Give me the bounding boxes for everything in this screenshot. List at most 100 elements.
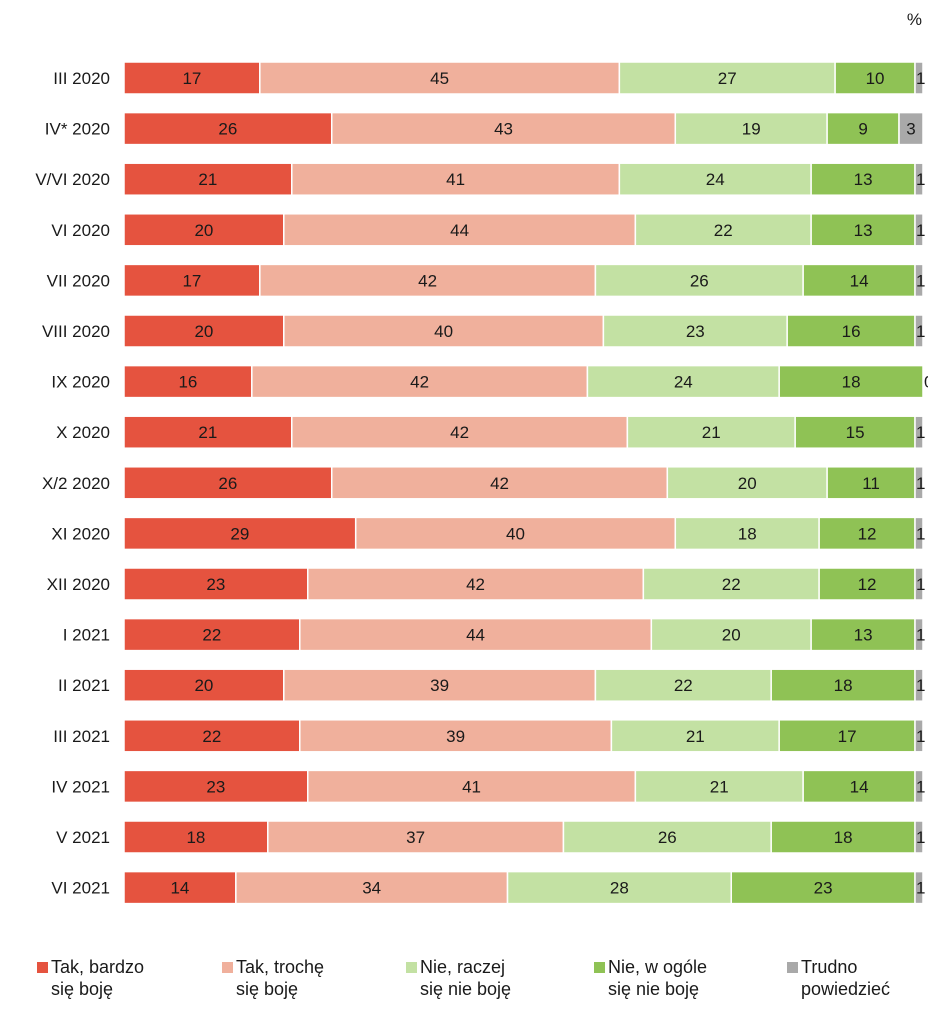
bar-segment-nie-w-ogole bbox=[810, 617, 916, 652]
bar-segment-nie-raczej bbox=[594, 263, 804, 298]
data-label: 23 bbox=[686, 322, 705, 341]
category-label: X/2 2020 bbox=[42, 474, 110, 493]
bar-segment-tak-troche bbox=[330, 466, 669, 500]
legend-label-line1: Nie, w ogóle bbox=[608, 957, 708, 977]
data-label: 1 bbox=[916, 524, 925, 543]
bar-segment-trudno bbox=[914, 162, 924, 196]
category-label: V 2021 bbox=[56, 828, 110, 847]
data-label: 24 bbox=[706, 170, 725, 189]
bar-segment-tak-bardzo bbox=[123, 769, 309, 804]
bar-segment-tak-bardzo bbox=[123, 213, 285, 247]
data-label: 24 bbox=[674, 373, 693, 392]
bar-segment-nie-w-ogole bbox=[778, 719, 916, 753]
data-label: 1 bbox=[916, 271, 925, 290]
bar-segment-trudno bbox=[914, 719, 924, 753]
bar-segment-nie-w-ogole bbox=[818, 567, 916, 601]
bar-segment-trudno bbox=[914, 415, 924, 449]
data-label: 26 bbox=[218, 120, 237, 139]
data-label: 42 bbox=[418, 271, 437, 290]
legend-label-line2: powiedzieć bbox=[801, 979, 891, 999]
bar-segment-trudno bbox=[914, 820, 924, 854]
category-label: X 2020 bbox=[56, 423, 110, 442]
data-label: 20 bbox=[194, 322, 213, 341]
data-label: 40 bbox=[434, 322, 453, 341]
bar-segment-tak-bardzo bbox=[123, 516, 357, 551]
data-label: 42 bbox=[410, 373, 429, 392]
data-label: 16 bbox=[842, 322, 861, 341]
data-label: 39 bbox=[430, 676, 449, 695]
category-label: II 2021 bbox=[58, 676, 110, 695]
data-label: 26 bbox=[690, 271, 709, 290]
bar-segment-tak-troche bbox=[267, 820, 565, 854]
bar-segment-trudno bbox=[914, 466, 924, 500]
data-label: 20 bbox=[194, 221, 213, 240]
legend-label-line1: Trudno bbox=[801, 957, 858, 977]
data-label: 12 bbox=[858, 524, 877, 543]
data-label: 14 bbox=[850, 271, 869, 290]
bar-segment-tak-bardzo bbox=[123, 466, 333, 500]
bar-segment-tak-bardzo bbox=[123, 364, 253, 399]
data-label: 1 bbox=[916, 474, 925, 493]
bar-segment-tak-troche bbox=[259, 61, 621, 95]
bar-segment-tak-bardzo bbox=[123, 719, 301, 753]
data-label: 22 bbox=[674, 676, 693, 695]
data-label: 22 bbox=[202, 626, 221, 645]
data-label: 0 bbox=[924, 373, 928, 392]
bar-segment-nie-w-ogole bbox=[730, 870, 916, 905]
data-label: 43 bbox=[494, 120, 513, 139]
data-label: 44 bbox=[466, 626, 485, 645]
bar-segment-trudno bbox=[914, 567, 924, 601]
bar-segment-trudno bbox=[898, 111, 924, 146]
data-label: 11 bbox=[862, 474, 880, 493]
data-label: 3 bbox=[906, 120, 915, 139]
data-label: 22 bbox=[722, 575, 741, 594]
bar-segment-tak-bardzo bbox=[123, 263, 261, 298]
data-label: 1 bbox=[916, 777, 925, 796]
data-label: 37 bbox=[406, 828, 425, 847]
legend-label-line2: się nie boję bbox=[420, 979, 512, 999]
data-label: 21 bbox=[198, 170, 217, 189]
bar-segment-nie-raczej bbox=[610, 719, 780, 753]
legend-swatch bbox=[222, 962, 233, 973]
bar-segment-nie-raczej bbox=[602, 314, 788, 348]
bar-segment-nie-w-ogole bbox=[770, 820, 916, 854]
data-label: 22 bbox=[202, 727, 221, 746]
bar-segment-tak-troche bbox=[259, 263, 597, 298]
bar-segment-nie-raczej bbox=[634, 213, 812, 247]
legend: Tak, bardzo się boję Tak, trochę się boj… bbox=[0, 956, 928, 1028]
legend-swatch bbox=[594, 962, 605, 973]
data-label: 18 bbox=[738, 524, 757, 543]
bar-segment-nie-w-ogole bbox=[826, 111, 900, 146]
bar-segment-tak-troche bbox=[283, 314, 605, 348]
bar-segment-tak-troche bbox=[330, 111, 677, 146]
bar-segment-nie-raczej bbox=[626, 415, 796, 449]
data-label: 21 bbox=[702, 423, 721, 442]
data-label: 17 bbox=[182, 271, 201, 290]
legend-label-line1: Tak, trochę bbox=[236, 957, 325, 977]
legend-swatch bbox=[406, 962, 417, 973]
bar-segment-tak-bardzo bbox=[123, 668, 285, 702]
data-label: 26 bbox=[218, 474, 237, 493]
data-label: 18 bbox=[834, 676, 853, 695]
bar-segment-nie-raczej bbox=[594, 668, 772, 702]
data-label: 1 bbox=[916, 69, 925, 88]
bar-segment-nie-raczej bbox=[674, 516, 820, 551]
data-label: 1 bbox=[916, 575, 925, 594]
category-label: VII 2020 bbox=[47, 271, 110, 290]
data-label: 1 bbox=[916, 322, 925, 341]
data-label: 17 bbox=[838, 727, 857, 746]
bar-segment-trudno bbox=[914, 516, 924, 551]
category-label: VIII 2020 bbox=[42, 322, 110, 341]
data-label: 20 bbox=[722, 626, 741, 645]
unit-label: % bbox=[906, 10, 922, 29]
category-label: III 2021 bbox=[53, 727, 110, 746]
data-label: 1 bbox=[916, 170, 925, 189]
bar-segment-nie-raczej bbox=[666, 466, 828, 500]
bar-segment-trudno bbox=[914, 668, 924, 702]
bar-segment-tak-bardzo bbox=[123, 162, 293, 196]
data-label: 13 bbox=[854, 221, 873, 240]
bar-segment-nie-raczej bbox=[506, 870, 732, 905]
data-label: 28 bbox=[610, 879, 629, 898]
bar-segment-tak-bardzo bbox=[123, 870, 237, 905]
data-label: 18 bbox=[834, 828, 853, 847]
